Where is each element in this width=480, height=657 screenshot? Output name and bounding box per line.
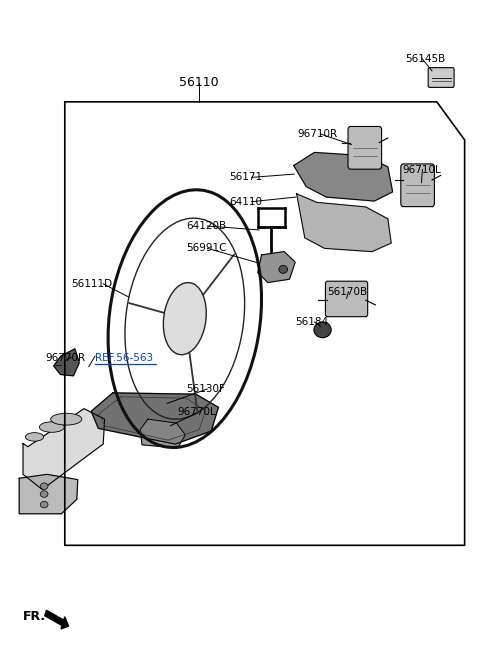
Text: 56171: 56171 <box>229 172 263 183</box>
Ellipse shape <box>279 265 288 273</box>
Polygon shape <box>23 409 105 489</box>
Text: 96770L: 96770L <box>178 407 216 417</box>
Ellipse shape <box>51 413 82 425</box>
Text: 64110: 64110 <box>229 196 263 207</box>
Ellipse shape <box>40 491 48 497</box>
Ellipse shape <box>25 432 44 442</box>
FancyBboxPatch shape <box>348 126 382 169</box>
Ellipse shape <box>39 422 64 432</box>
Text: 64120B: 64120B <box>186 221 227 231</box>
FancyBboxPatch shape <box>401 164 434 207</box>
Text: 56111D: 56111D <box>71 279 112 289</box>
Text: 56991C: 56991C <box>186 243 227 254</box>
FancyBboxPatch shape <box>325 281 368 317</box>
Text: 56145B: 56145B <box>406 54 446 64</box>
FancyArrow shape <box>45 610 69 629</box>
Polygon shape <box>294 152 393 201</box>
Text: 56110: 56110 <box>180 76 219 89</box>
Polygon shape <box>19 474 78 514</box>
Polygon shape <box>140 419 185 448</box>
Ellipse shape <box>40 483 48 489</box>
Text: 56130F: 56130F <box>186 384 225 394</box>
Text: 96710R: 96710R <box>298 129 338 139</box>
Text: 56184: 56184 <box>295 317 328 327</box>
Polygon shape <box>91 393 218 444</box>
Ellipse shape <box>163 283 206 355</box>
Text: FR.: FR. <box>23 610 46 623</box>
Text: 96770R: 96770R <box>46 353 86 363</box>
Polygon shape <box>54 349 79 376</box>
Polygon shape <box>258 252 295 283</box>
Text: 56170B: 56170B <box>327 286 368 297</box>
Text: REF.56-563: REF.56-563 <box>95 353 153 363</box>
FancyBboxPatch shape <box>428 68 454 87</box>
Ellipse shape <box>314 322 331 338</box>
Polygon shape <box>297 194 391 252</box>
Text: 96710L: 96710L <box>402 164 441 175</box>
Ellipse shape <box>40 501 48 508</box>
